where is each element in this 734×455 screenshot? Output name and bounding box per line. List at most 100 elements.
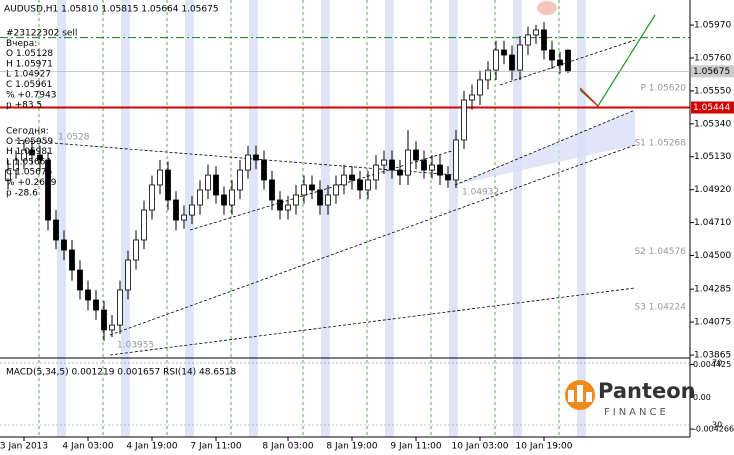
y-tick-label: 1.05340 [694,119,731,129]
info-line: H 1.05971 [6,59,53,69]
candle-body [261,159,267,181]
price-note: 1.04932 [462,187,499,197]
candle-body [501,49,507,56]
candle-body [349,174,355,181]
candle-body [437,164,443,176]
info-line: p -28.6 [6,188,38,198]
levels: 1.05444 P 1.05620 S1 1.05268 S2 1.04576 S3 1… [0,37,734,350]
candle-body [397,169,403,176]
bid-tag [691,65,734,78]
candle-body [309,184,315,191]
candle-body [213,174,219,196]
x-tick-label: 8 Jan 03:00 [262,442,314,452]
order-tag [691,101,734,114]
rsi-tick-label: 70 [712,359,722,368]
x-tick-label: 3 Jan 2013 [0,442,48,452]
candle-body [133,239,139,261]
chart-title: AUDUSD,H1 1.05810 1.05815 1.05664 1.0567… [4,5,219,15]
session-band [449,0,458,437]
info-line: L 1.04927 [6,70,51,80]
logo: Panteon FINANCE LTD [565,376,696,418]
x-tick-label: 10 Jan 03:00 [452,442,509,452]
candle-body [357,179,363,191]
info-line: C 1.05961 [6,80,52,90]
session-band [385,0,394,437]
candle-body [341,174,347,186]
info-line: L 1.05664 [6,157,51,167]
candle-body [85,289,91,301]
indicator-tick-label: -0.004266 [693,425,734,434]
x-tick-label: 4 Jan 03:00 [62,442,114,452]
candle-body [109,324,115,331]
candle-body [93,299,99,311]
candle-body [21,149,27,161]
candle-body [381,159,387,166]
info-line: Вчера: [6,39,37,49]
signal-marker [537,1,557,15]
pivot-label: S3 1.04224 [634,302,686,312]
order-label: 1.05444 [693,103,730,113]
candle-body [389,159,395,171]
candle-body [221,194,227,206]
candle-body [149,184,155,211]
candle-body [405,149,411,176]
candle-body [13,159,19,171]
session-bands [57,0,586,437]
candle-body [557,59,563,66]
candle-body [493,49,499,71]
bid-label: 1.05675 [693,67,730,77]
candle-body [157,169,163,186]
price-note: 1.0528 [58,133,90,143]
session-band [249,0,258,437]
candle-body [61,239,67,251]
indicator-tick-label: 0.004425 [693,360,731,369]
candle-body [125,259,131,291]
candle-body [37,154,43,161]
candle-body [45,159,51,221]
candle-body [269,179,275,201]
session-band [513,0,522,437]
info-line: % +0.7943 [6,90,56,100]
candle-body [181,214,187,221]
candle-body [229,189,235,206]
indicator-tick-label: 0.00 [693,393,711,402]
candle-body [533,29,539,36]
info-line: O 1.05959 [6,137,53,147]
candle-body [101,309,107,331]
candle-body [205,174,211,191]
candle-body [525,34,531,46]
x-tick-label: 8 Jan 19:00 [326,442,378,452]
x-tick-label: 7 Jan 11:00 [190,442,242,452]
candle-body [445,174,451,181]
candle-body [469,94,475,101]
candle-body [53,219,59,241]
candle-body [517,44,523,71]
logo-bar [568,390,574,402]
candle-body [237,169,243,191]
rsi-tick-label: 30 [712,420,722,429]
candle-body [245,154,251,171]
info-line: Сегодня: [6,127,49,137]
candle-body [413,149,419,161]
logo-sub: FINANCE [604,407,669,418]
candle-body [429,164,435,171]
candle-body [485,69,491,81]
candle-body [565,49,571,72]
candle-body [141,209,147,241]
session-band [577,0,586,437]
pivot-label: P 1.05620 [640,83,686,93]
candle-body [165,169,171,201]
x-tick-label: 4 Jan 19:00 [126,442,178,452]
y-tick-label: 1.04075 [694,318,731,328]
session-band [321,0,330,437]
info-line: O 1.05128 [6,49,53,59]
candle-body [541,29,547,51]
session-band [57,0,66,437]
candle-body [77,269,83,291]
logo-name: Panteon [598,379,696,403]
session-band [185,0,194,437]
candle-body [29,149,35,156]
info-line: p +83.5 [6,101,42,111]
pivot-label: S2 1.04576 [634,247,686,257]
logo-bar [586,392,592,402]
